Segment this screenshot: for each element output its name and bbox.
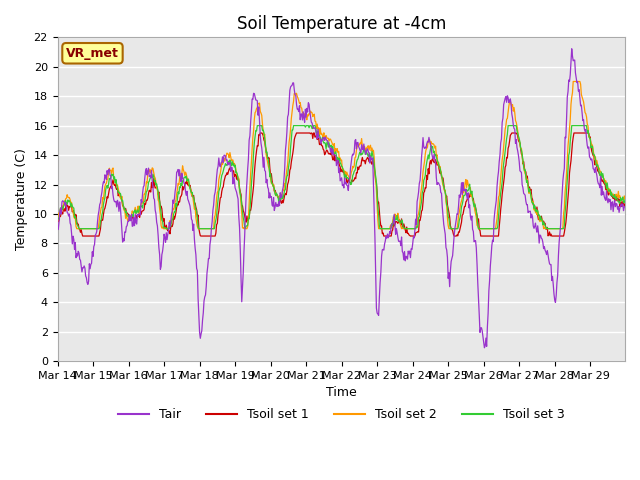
Text: VR_met: VR_met xyxy=(66,47,119,60)
Legend: Tair, Tsoil set 1, Tsoil set 2, Tsoil set 3: Tair, Tsoil set 1, Tsoil set 2, Tsoil se… xyxy=(113,403,570,426)
Y-axis label: Temperature (C): Temperature (C) xyxy=(15,148,28,250)
X-axis label: Time: Time xyxy=(326,386,356,399)
Title: Soil Temperature at -4cm: Soil Temperature at -4cm xyxy=(237,15,446,33)
